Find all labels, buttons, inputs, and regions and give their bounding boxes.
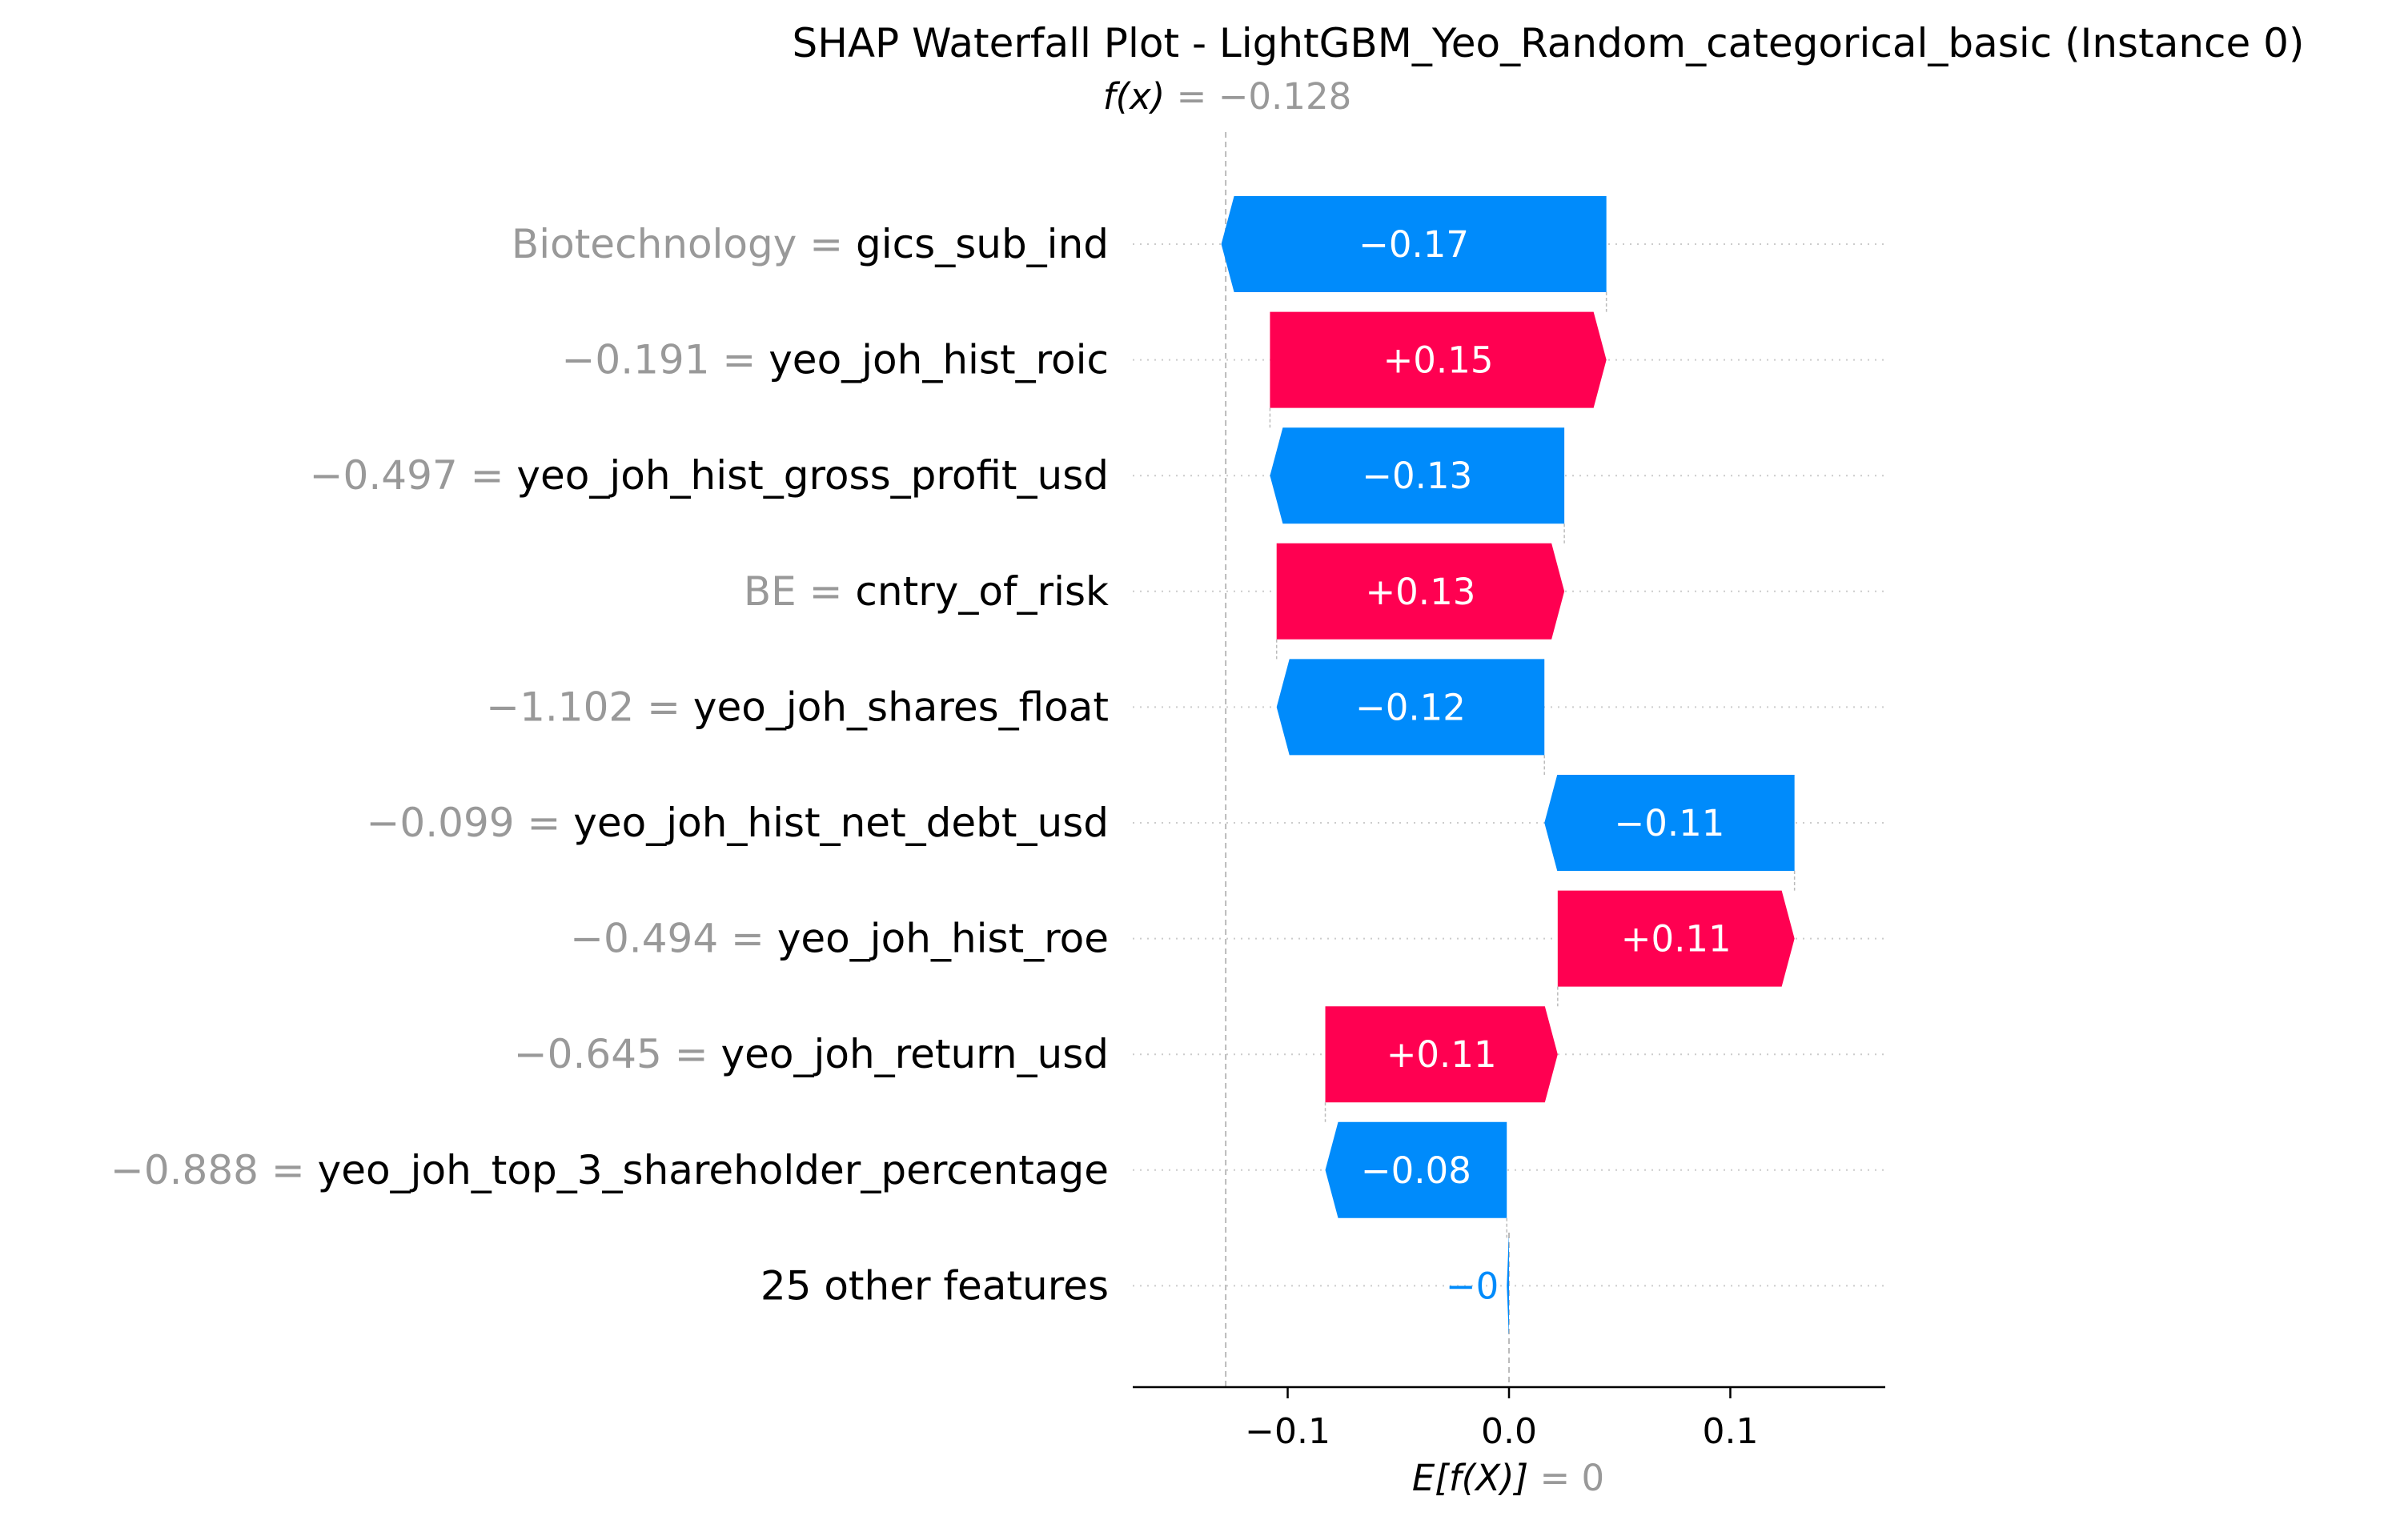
- feature-row: BE = cntry_of_risk +0.13: [744, 543, 1885, 660]
- feature-row: 25 other features −0: [761, 1237, 1885, 1334]
- base-equals: =: [1528, 1457, 1581, 1499]
- x-tick: 0.0: [1481, 1387, 1537, 1452]
- feature-value: −0.645: [514, 1031, 662, 1077]
- feature-equals: =: [458, 452, 517, 499]
- x-tick-label: 0.0: [1481, 1411, 1537, 1452]
- feature-label: −0.497 = yeo_joh_hist_gross_profit_usd: [310, 452, 1109, 499]
- x-tick: 0.1: [1702, 1387, 1758, 1452]
- positive-shap-bar: [1325, 1006, 1558, 1103]
- feature-value: Biotechnology: [512, 221, 797, 267]
- feature-name: yeo_joh_hist_net_debt_usd: [573, 800, 1109, 846]
- shap-value-label: +0.11: [1387, 1033, 1497, 1076]
- x-tick: −0.1: [1245, 1387, 1330, 1452]
- feature-value: −1.102: [486, 684, 634, 730]
- feature-equals: =: [718, 916, 777, 962]
- feature-row: −0.888 = yeo_joh_top_3_shareholder_perce…: [110, 1121, 1885, 1238]
- negative-shap-bar: [1276, 659, 1545, 756]
- positive-shap-bar: [1557, 890, 1795, 987]
- feature-equals: =: [634, 684, 693, 730]
- shap-value-label: +0.13: [1365, 571, 1475, 613]
- feature-label: −1.102 = yeo_joh_shares_float: [486, 684, 1109, 730]
- base-value: 0: [1582, 1457, 1605, 1499]
- fx-label: f(x): [1103, 75, 1166, 118]
- feature-equals: =: [797, 568, 856, 615]
- feature-row: −0.645 = yeo_joh_return_usd +0.11: [514, 1006, 1885, 1122]
- negative-shap-bar: [1325, 1121, 1507, 1218]
- shap-value-label: −0.17: [1359, 223, 1469, 266]
- base-label: E[f(X)]: [1412, 1457, 1528, 1499]
- feature-label: Biotechnology = gics_sub_ind: [512, 221, 1109, 267]
- shap-value-label: −0: [1446, 1265, 1499, 1307]
- feature-equals: =: [710, 337, 769, 383]
- negative-shap-bar: [1221, 196, 1607, 292]
- feature-value: −0.191: [561, 337, 709, 383]
- feature-label: 25 other features: [761, 1262, 1109, 1309]
- shap-value-label: −0.08: [1361, 1149, 1471, 1192]
- feature-name: yeo_joh_return_usd: [721, 1031, 1109, 1077]
- x-axis-ticks: −0.1 0.0 0.1: [1245, 1387, 1758, 1452]
- feature-name: yeo_joh_hist_roic: [769, 337, 1109, 383]
- fx-value: −0.128: [1218, 75, 1352, 118]
- feature-name: cntry_of_risk: [855, 568, 1109, 615]
- fx-equals: =: [1165, 75, 1218, 118]
- feature-label: −0.645 = yeo_joh_return_usd: [514, 1031, 1109, 1077]
- fx-annotation: f(x) = −0.128: [1103, 75, 1351, 118]
- base-annotation: E[f(X)] = 0: [1412, 1457, 1604, 1499]
- feature-value: −0.099: [367, 800, 515, 846]
- negative-shap-bar: [1270, 427, 1565, 524]
- negative-shap-bar: [1507, 1237, 1509, 1334]
- feature-label: −0.191 = yeo_joh_hist_roic: [561, 337, 1109, 383]
- positive-shap-bar: [1270, 311, 1607, 408]
- feature-value: −0.888: [110, 1147, 259, 1193]
- feature-equals: =: [259, 1147, 318, 1193]
- feature-label: −0.888 = yeo_joh_top_3_shareholder_perce…: [110, 1147, 1109, 1193]
- feature-equals: =: [515, 800, 574, 846]
- feature-equals: =: [662, 1031, 721, 1077]
- positive-shap-bar: [1276, 543, 1565, 640]
- feature-name: yeo_joh_top_3_shareholder_percentage: [318, 1147, 1109, 1193]
- feature-row: −0.494 = yeo_joh_hist_roe +0.11: [570, 890, 1885, 1007]
- feature-equals: =: [797, 221, 856, 267]
- feature-row: Biotechnology = gics_sub_ind −0.17: [512, 196, 1885, 312]
- feature-value: −0.497: [310, 452, 458, 499]
- feature-value: −0.494: [570, 916, 718, 962]
- feature-name: yeo_joh_shares_float: [693, 684, 1109, 730]
- shap-value-label: +0.11: [1621, 918, 1732, 961]
- shap-value-label: +0.15: [1383, 339, 1494, 382]
- feature-row: −0.099 = yeo_joh_hist_net_debt_usd −0.11: [367, 775, 1885, 891]
- feature-name: gics_sub_ind: [856, 221, 1109, 267]
- shap-value-label: −0.11: [1614, 802, 1724, 844]
- feature-row: −0.191 = yeo_joh_hist_roic +0.15: [561, 311, 1885, 428]
- feature-row: −0.497 = yeo_joh_hist_gross_profit_usd −0…: [310, 427, 1885, 543]
- feature-label: −0.494 = yeo_joh_hist_roe: [570, 916, 1109, 962]
- feature-label: BE = cntry_of_risk: [744, 568, 1109, 615]
- x-tick-label: 0.1: [1702, 1411, 1758, 1452]
- x-tick-label: −0.1: [1245, 1411, 1330, 1452]
- shap-value-label: −0.12: [1355, 686, 1466, 728]
- feature-value: BE: [744, 568, 797, 615]
- feature-row: −1.102 = yeo_joh_shares_float −0.12: [486, 659, 1885, 775]
- feature-name: yeo_joh_hist_gross_profit_usd: [516, 452, 1109, 499]
- feature-label: −0.099 = yeo_joh_hist_net_debt_usd: [367, 800, 1109, 846]
- shap-value-label: −0.13: [1362, 455, 1472, 497]
- negative-shap-bar: [1544, 775, 1795, 871]
- feature-name: 25 other features: [761, 1262, 1109, 1309]
- feature-name: yeo_joh_hist_roe: [777, 916, 1109, 962]
- feature-rows: Biotechnology = gics_sub_ind −0.17 −0.191 …: [110, 196, 1885, 1334]
- chart-title: SHAP Waterfall Plot - LightGBM_Yeo_Rando…: [793, 20, 2305, 66]
